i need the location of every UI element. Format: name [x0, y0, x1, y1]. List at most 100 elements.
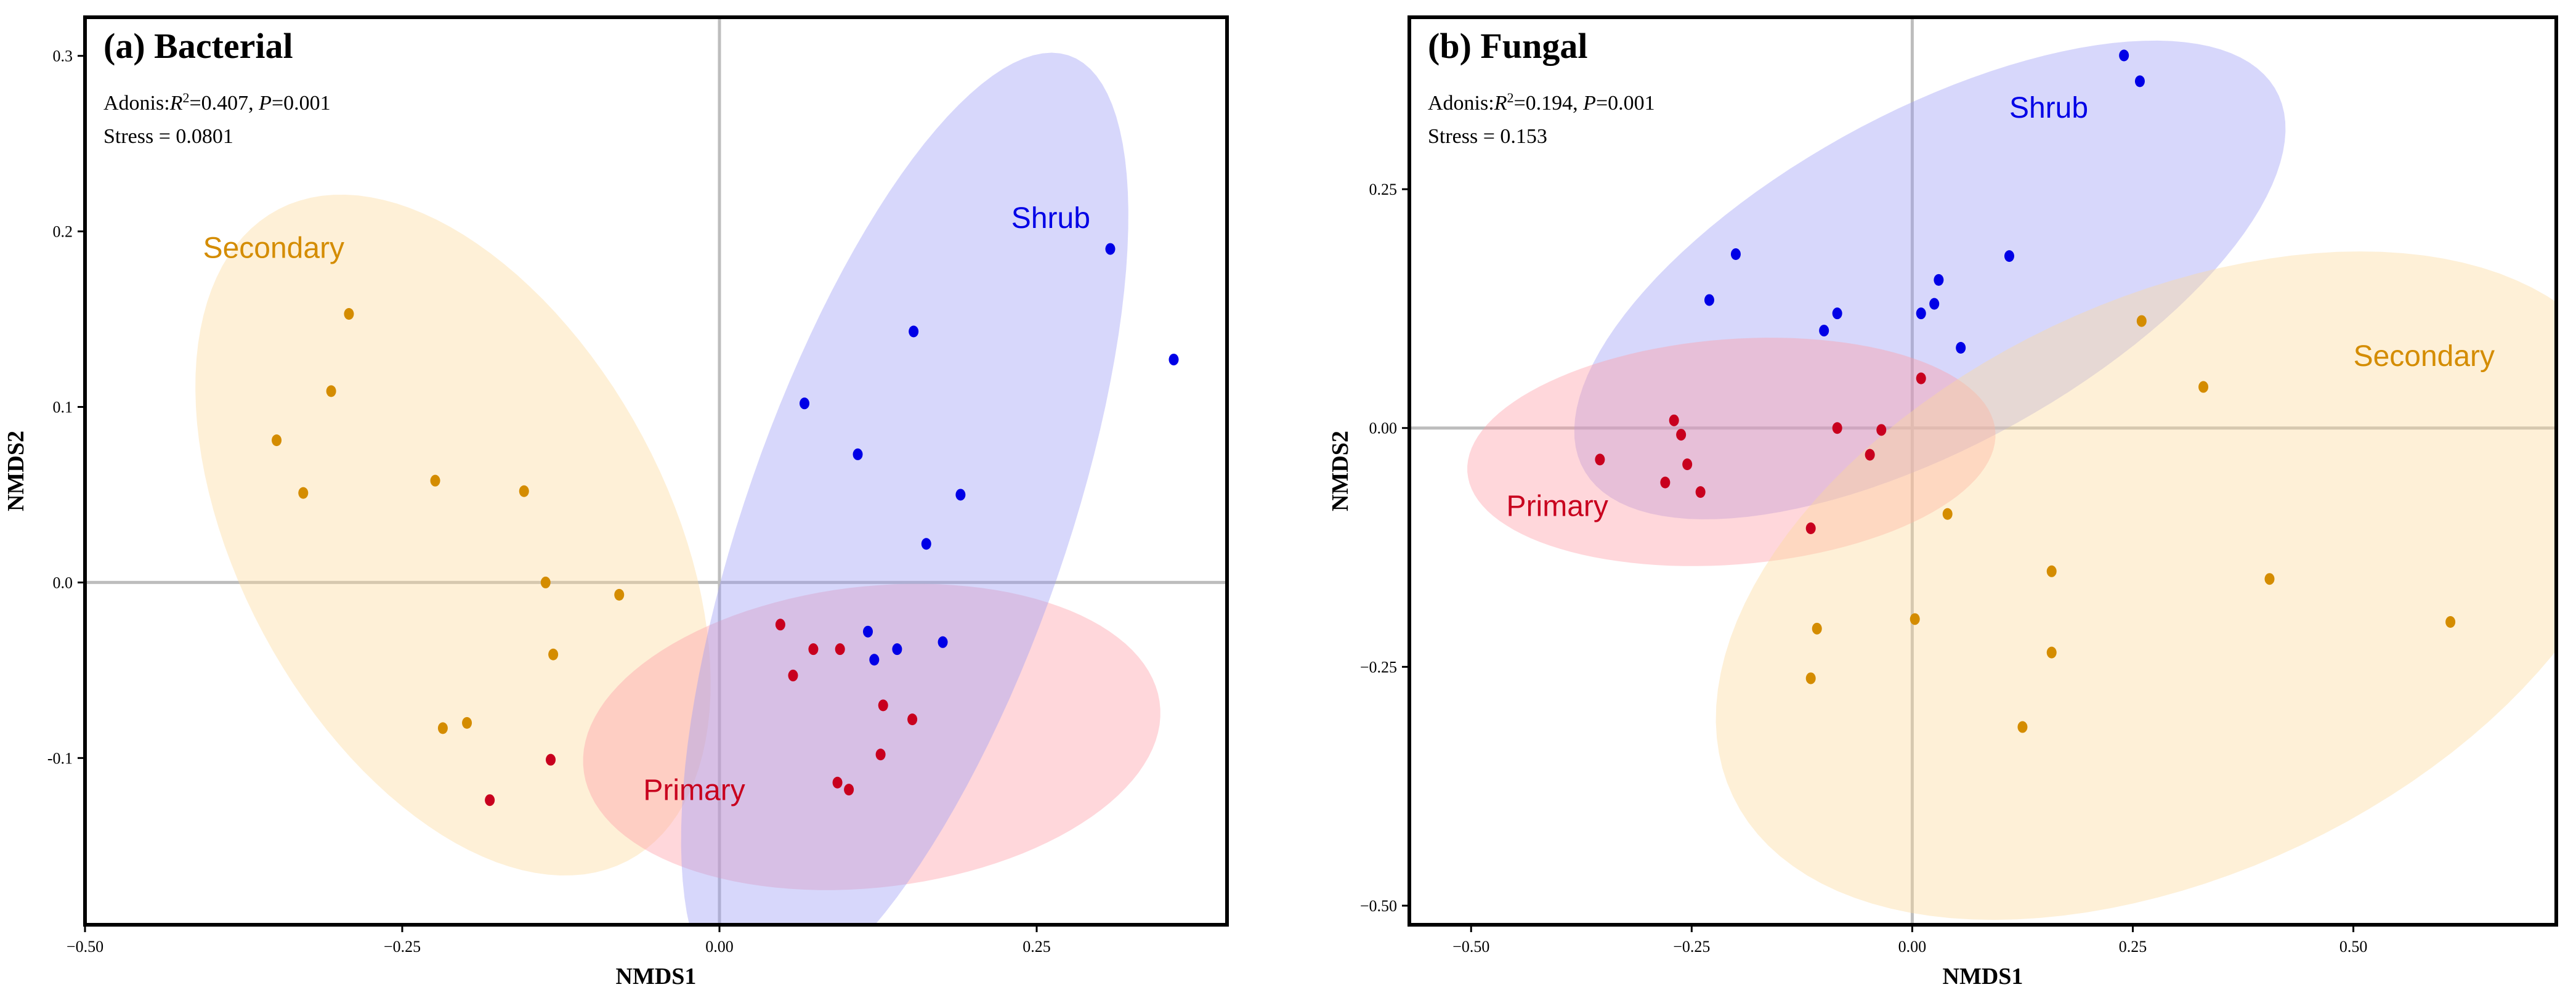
fungal-primary-point — [1595, 453, 1605, 466]
bacterial-secondary-point — [548, 648, 559, 660]
fungal-secondary-point — [1805, 672, 1816, 684]
fungal-y-tick-label: −0.25 — [1360, 658, 1397, 676]
bacterial-x-tick-label: −0.25 — [384, 938, 421, 956]
bacterial-stress-stat: Stress = 0.0801 — [103, 125, 233, 148]
fungal-secondary-point — [1812, 622, 1822, 635]
bacterial-shrub-label: Shrub — [1011, 202, 1090, 235]
bacterial-shrub-point — [869, 654, 880, 666]
fungal-x-axis-title: NMDS1 — [1943, 964, 2023, 989]
fungal-y-tick-label: 0.25 — [1369, 181, 1398, 198]
bacterial-secondary-point — [344, 308, 354, 320]
fungal-secondary-point — [2264, 573, 2275, 585]
bacterial-primary-point — [835, 643, 845, 656]
fungal-shrub-point — [1929, 298, 1940, 310]
fungal-y-axis-title: NMDS2 — [1327, 431, 1353, 511]
bacterial-secondary-point — [614, 588, 625, 601]
bacterial-shrub-ellipse — [681, 52, 1128, 925]
fungal-primary-point — [1916, 372, 1926, 384]
bacterial-shrub-point — [892, 643, 902, 656]
bacterial-secondary-label: Secondary — [203, 232, 344, 264]
bacterial-secondary-point — [298, 487, 309, 499]
bacterial-primary-point — [832, 776, 843, 789]
fungal-adonis-stats: Adonis:R2=0.194, P=0.001 — [1428, 90, 1655, 115]
fungal-shrub-point — [1934, 274, 1944, 286]
fungal-secondary-ellipse — [1715, 251, 2556, 920]
fungal-x-tick-label: 0.25 — [2119, 938, 2147, 956]
bacterial-shrub-point — [955, 489, 966, 501]
bacterial-primary-point — [775, 619, 785, 631]
fungal-x-tick-label: 0.00 — [1898, 938, 1927, 956]
bacterial-secondary-point — [437, 722, 448, 734]
fungal-panel-title: (b) Fungal — [1428, 26, 1587, 66]
bacterial-primary-point — [788, 669, 798, 681]
bacterial-shrub-point — [921, 538, 931, 550]
bacterial-panel-title: (a) Bacterial — [103, 26, 293, 66]
bacterial-secondary-point — [540, 576, 551, 588]
bacterial-primary-point — [546, 753, 556, 766]
bacterial-shrub-point — [863, 625, 873, 638]
fungal-shrub-point — [1956, 341, 1966, 354]
fungal-secondary-point — [2198, 381, 2209, 393]
fungal-shrub-point — [2004, 250, 2014, 262]
bacterial-y-tick-label: 0.0 — [53, 574, 73, 591]
bacterial-y-tick-label: -0.1 — [47, 749, 73, 767]
bacterial-primary-point — [485, 794, 495, 806]
bacterial-x-tick-label: 0.25 — [1023, 938, 1051, 956]
fungal-secondary-point — [2046, 565, 2057, 577]
fungal-x-tick-label: −0.50 — [1452, 938, 1489, 956]
fungal-shrub-label: Shrub — [2009, 92, 2088, 124]
fungal-primary-point — [1660, 476, 1671, 489]
fungal-shrub-point — [2119, 49, 2129, 62]
fungal-shrub-point — [1819, 325, 1829, 337]
bacterial-secondary-point — [430, 474, 440, 487]
bacterial-shrub-point — [938, 636, 948, 648]
bacterial-shrub-point — [1105, 243, 1116, 255]
fungal-plot-frame — [1407, 15, 2558, 927]
bacterial-y-tick-label: 0.1 — [53, 399, 73, 416]
fungal-secondary-point — [2136, 315, 2147, 327]
bacterial-primary-label: Primary — [643, 774, 745, 807]
bacterial-secondary-ellipse — [195, 195, 711, 875]
fungal-primary-point — [1695, 486, 1706, 498]
bacterial-plot-area — [85, 17, 1227, 925]
bacterial-primary-point — [875, 749, 886, 761]
fungal-secondary-label: Secondary — [2354, 340, 2495, 373]
bacterial-primary-point — [907, 713, 918, 726]
bacterial-secondary-point — [326, 385, 336, 397]
fungal-y-tick-label: 0.00 — [1369, 420, 1398, 437]
fungal-primary-label: Primary — [1507, 490, 1608, 522]
bacterial-adonis-stats: Adonis:R2=0.407, P=0.001 — [103, 90, 331, 115]
fungal-shrub-point — [1916, 307, 1926, 320]
fungal-primary-point — [1669, 414, 1679, 426]
bacterial-panel: Secondary Shrub Primary −0.50 −0.25 0.00 0.25 -… — [3, 15, 1229, 989]
fungal-primary-point — [1865, 449, 1875, 461]
fungal-x-tick-label: 0.50 — [2339, 938, 2368, 956]
bacterial-x-axis-title: NMDS1 — [616, 964, 697, 989]
fungal-shrub-point — [2134, 75, 2145, 87]
bacterial-primary-point — [878, 699, 888, 712]
fungal-primary-point — [1876, 424, 1887, 436]
fungal-primary-ellipse — [1467, 338, 1996, 566]
fungal-secondary-point — [2445, 615, 2456, 628]
fungal-primary-point — [1676, 429, 1687, 441]
bacterial-secondary-point — [519, 485, 529, 497]
bacterial-primary-ellipse — [583, 583, 1160, 890]
fungal-plot-area — [1409, 17, 2556, 925]
fungal-shrub-ellipse — [1574, 40, 2286, 519]
bacterial-shrub-point — [800, 397, 810, 410]
fungal-shrub-point — [1832, 307, 1842, 320]
bacterial-primary-point — [844, 784, 854, 796]
bacterial-primary-point — [808, 643, 819, 656]
fungal-secondary-point — [1910, 613, 1920, 625]
bacterial-y-tick-label: 0.2 — [53, 223, 73, 241]
bacterial-shrub-point — [853, 448, 863, 460]
fungal-panel: Shrub Secondary Primary −0.50 −0.25 0.00 0.25 0… — [1327, 15, 2558, 989]
bacterial-secondary-point — [462, 717, 472, 729]
fungal-stress-stat: Stress = 0.153 — [1428, 125, 1547, 148]
fungal-primary-point — [1682, 458, 1693, 471]
fungal-x-tick-label: −0.25 — [1673, 938, 1710, 956]
bacterial-y-axis-title: NMDS2 — [3, 431, 29, 511]
fungal-secondary-point — [2046, 646, 2057, 659]
bacterial-x-tick-label: −0.50 — [67, 938, 103, 956]
